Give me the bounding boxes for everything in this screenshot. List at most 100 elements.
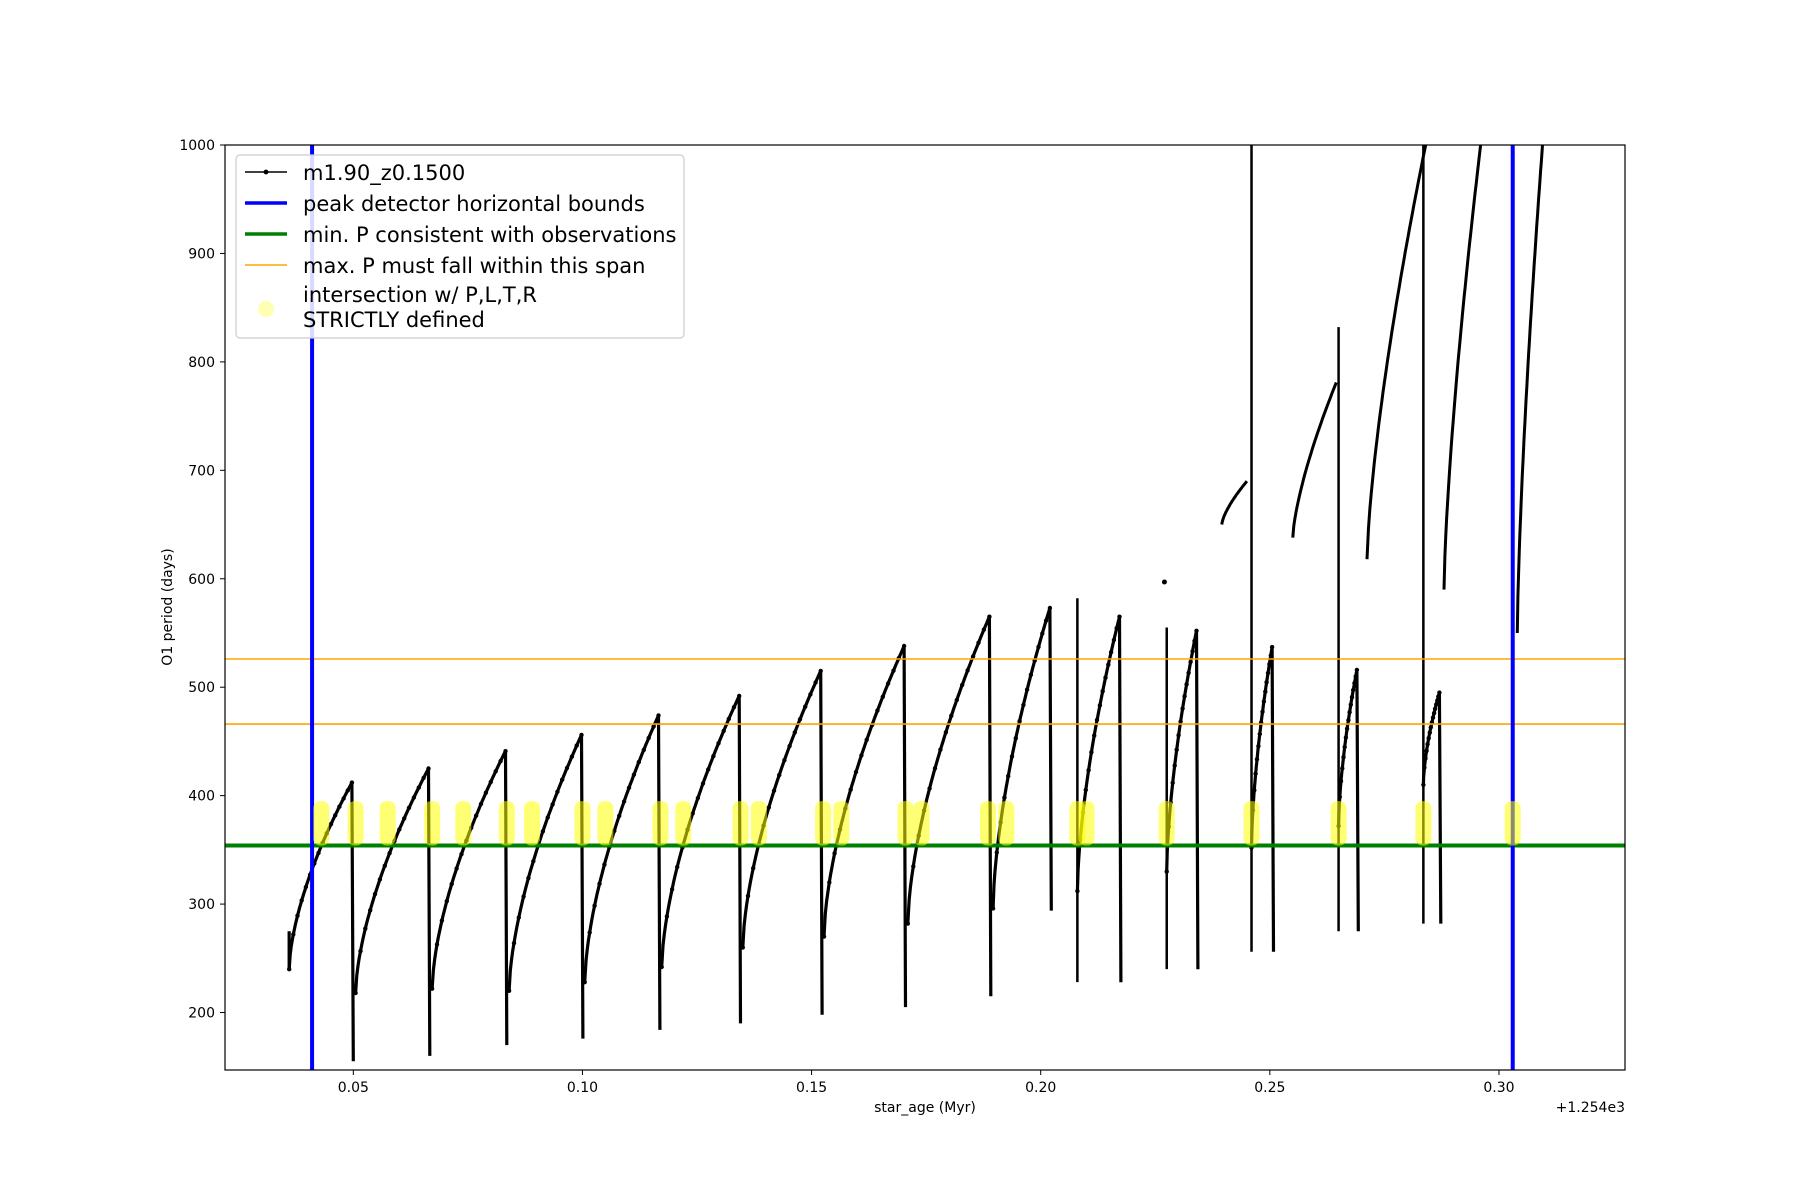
model-track-point bbox=[797, 717, 803, 722]
model-track-point bbox=[372, 891, 378, 897]
model-track-point bbox=[602, 862, 607, 867]
model-track-point bbox=[617, 813, 622, 819]
model-track-point bbox=[506, 988, 512, 993]
model-track-point bbox=[1103, 675, 1108, 680]
model-track-point bbox=[901, 643, 907, 649]
model-track-point bbox=[516, 915, 521, 920]
model-track-point bbox=[291, 932, 296, 937]
y-tick-label: 700 bbox=[188, 463, 215, 479]
model-track-point bbox=[1434, 702, 1439, 707]
model-track-point bbox=[777, 772, 782, 778]
model-track-point bbox=[587, 930, 592, 935]
model-track-point bbox=[1182, 694, 1187, 699]
model-track-segment bbox=[1075, 615, 1123, 983]
model-track-point bbox=[965, 668, 970, 673]
x-tick-label: 0.30 bbox=[1483, 1080, 1514, 1096]
model-track-point bbox=[745, 893, 751, 899]
intersection-marker bbox=[675, 801, 692, 846]
model-track-point bbox=[1343, 735, 1349, 740]
model-track-point bbox=[885, 681, 891, 686]
intersection-marker bbox=[498, 801, 515, 846]
model-track-point bbox=[954, 697, 959, 703]
model-track-point bbox=[421, 775, 426, 781]
model-track-point bbox=[646, 735, 651, 741]
model-track-point bbox=[1337, 794, 1343, 800]
intersection-marker bbox=[1330, 801, 1347, 846]
model-track-point bbox=[358, 948, 363, 954]
intersection-marker bbox=[347, 801, 364, 846]
model-track-point bbox=[949, 713, 954, 718]
legend-marker-intersection bbox=[258, 301, 274, 317]
y-tick-label: 500 bbox=[188, 680, 215, 696]
model-track-segment bbox=[507, 733, 585, 1039]
model-track-point bbox=[976, 640, 981, 645]
model-track-point bbox=[1268, 653, 1274, 658]
intersection-marker bbox=[652, 801, 669, 846]
model-track-point bbox=[363, 926, 368, 931]
model-track-point bbox=[473, 813, 479, 818]
legend-label-model: m1.90_z0.1500 bbox=[303, 161, 465, 186]
model-track-point bbox=[821, 934, 827, 939]
model-track-point bbox=[303, 884, 309, 890]
intersection-marker bbox=[815, 801, 832, 846]
model-track-point bbox=[1002, 795, 1007, 800]
model-track-point bbox=[526, 875, 531, 881]
intersection-marker bbox=[1415, 801, 1432, 846]
model-track-point bbox=[1263, 689, 1268, 694]
model-track-point bbox=[1092, 733, 1097, 738]
intersection-marker bbox=[1504, 801, 1521, 846]
model-track-point bbox=[1108, 650, 1114, 655]
model-track-point bbox=[1086, 768, 1091, 773]
intersection-marker bbox=[455, 801, 472, 846]
model-track-segment bbox=[1249, 645, 1276, 952]
intersection-marker bbox=[732, 801, 749, 846]
model-track-segment bbox=[1165, 629, 1200, 970]
model-track-point bbox=[1425, 742, 1430, 747]
legend: m1.90_z0.1500 peak detector horizontal b… bbox=[235, 154, 685, 339]
model-track-point bbox=[1426, 736, 1431, 741]
model-track-point bbox=[1353, 674, 1358, 679]
model-track-point bbox=[1009, 754, 1015, 759]
y-tick-label: 900 bbox=[188, 246, 215, 262]
model-track-point bbox=[960, 682, 965, 688]
model-track-point bbox=[1254, 757, 1260, 762]
model-track-point bbox=[1100, 689, 1105, 694]
y-tick-label: 300 bbox=[188, 897, 215, 913]
model-upper-branch bbox=[1291, 381, 1338, 538]
legend-label-peak-bounds: peak detector horizontal bounds bbox=[303, 192, 645, 216]
model-track-point bbox=[1006, 773, 1011, 779]
model-track-point bbox=[771, 788, 777, 793]
model-track-point bbox=[1117, 614, 1122, 619]
model-track-point bbox=[1265, 670, 1271, 676]
model-track-point bbox=[402, 816, 407, 821]
model-track-point bbox=[880, 694, 885, 699]
model-track-point bbox=[368, 908, 373, 913]
model-track-point bbox=[1435, 698, 1440, 703]
model-track-point bbox=[1346, 718, 1351, 723]
intersection-marker bbox=[524, 801, 541, 846]
model-track-point bbox=[295, 913, 300, 918]
model-outlier-point bbox=[1161, 579, 1167, 585]
model-track-point bbox=[787, 743, 792, 749]
model-track-point bbox=[1043, 618, 1049, 623]
model-track-point bbox=[636, 759, 641, 765]
model-track-point bbox=[1040, 631, 1045, 636]
model-track-point bbox=[981, 627, 987, 632]
model-track-point bbox=[669, 887, 675, 892]
model-track-point bbox=[1111, 637, 1117, 643]
model-track-point bbox=[1083, 787, 1089, 793]
model-track-point bbox=[1428, 725, 1434, 730]
model-track-point bbox=[1024, 687, 1030, 692]
y-axis-label: O1 period (days) bbox=[160, 548, 176, 665]
intersection-marker bbox=[1158, 801, 1175, 846]
intersection-markers bbox=[313, 801, 1521, 846]
model-upper-branch bbox=[1442, 145, 1483, 590]
model-track-point bbox=[631, 772, 637, 777]
legend-label-intersection: intersection w/ P,L,T,R bbox=[303, 283, 537, 307]
model-track-point bbox=[695, 795, 701, 801]
model-track-segment bbox=[741, 669, 824, 1015]
model-track-point bbox=[1431, 710, 1437, 716]
model-track-point bbox=[1028, 672, 1034, 677]
model-track-point bbox=[1354, 667, 1360, 673]
